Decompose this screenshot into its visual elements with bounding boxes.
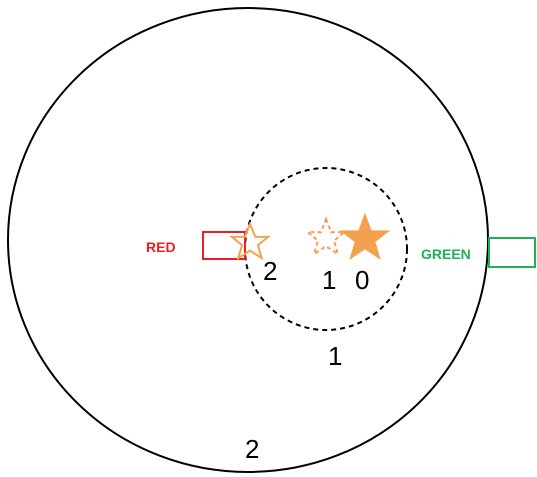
star-icon-filled <box>339 212 391 261</box>
star-number-2: 2 <box>263 256 277 286</box>
zone-number-inner: 1 <box>328 341 342 371</box>
star-number-0: 0 <box>355 265 369 295</box>
star-number-1: 1 <box>322 265 336 295</box>
green-marker-box <box>488 237 536 268</box>
inner-dashed-circle <box>244 167 408 331</box>
green-label: GREEN <box>421 246 471 262</box>
zone-number-outer: 2 <box>245 434 259 464</box>
red-label: RED <box>146 239 176 255</box>
red-marker-box <box>202 231 246 260</box>
star-icon-hollow <box>229 221 271 261</box>
outer-circle <box>7 7 489 473</box>
star-icon-dashed <box>305 216 347 257</box>
